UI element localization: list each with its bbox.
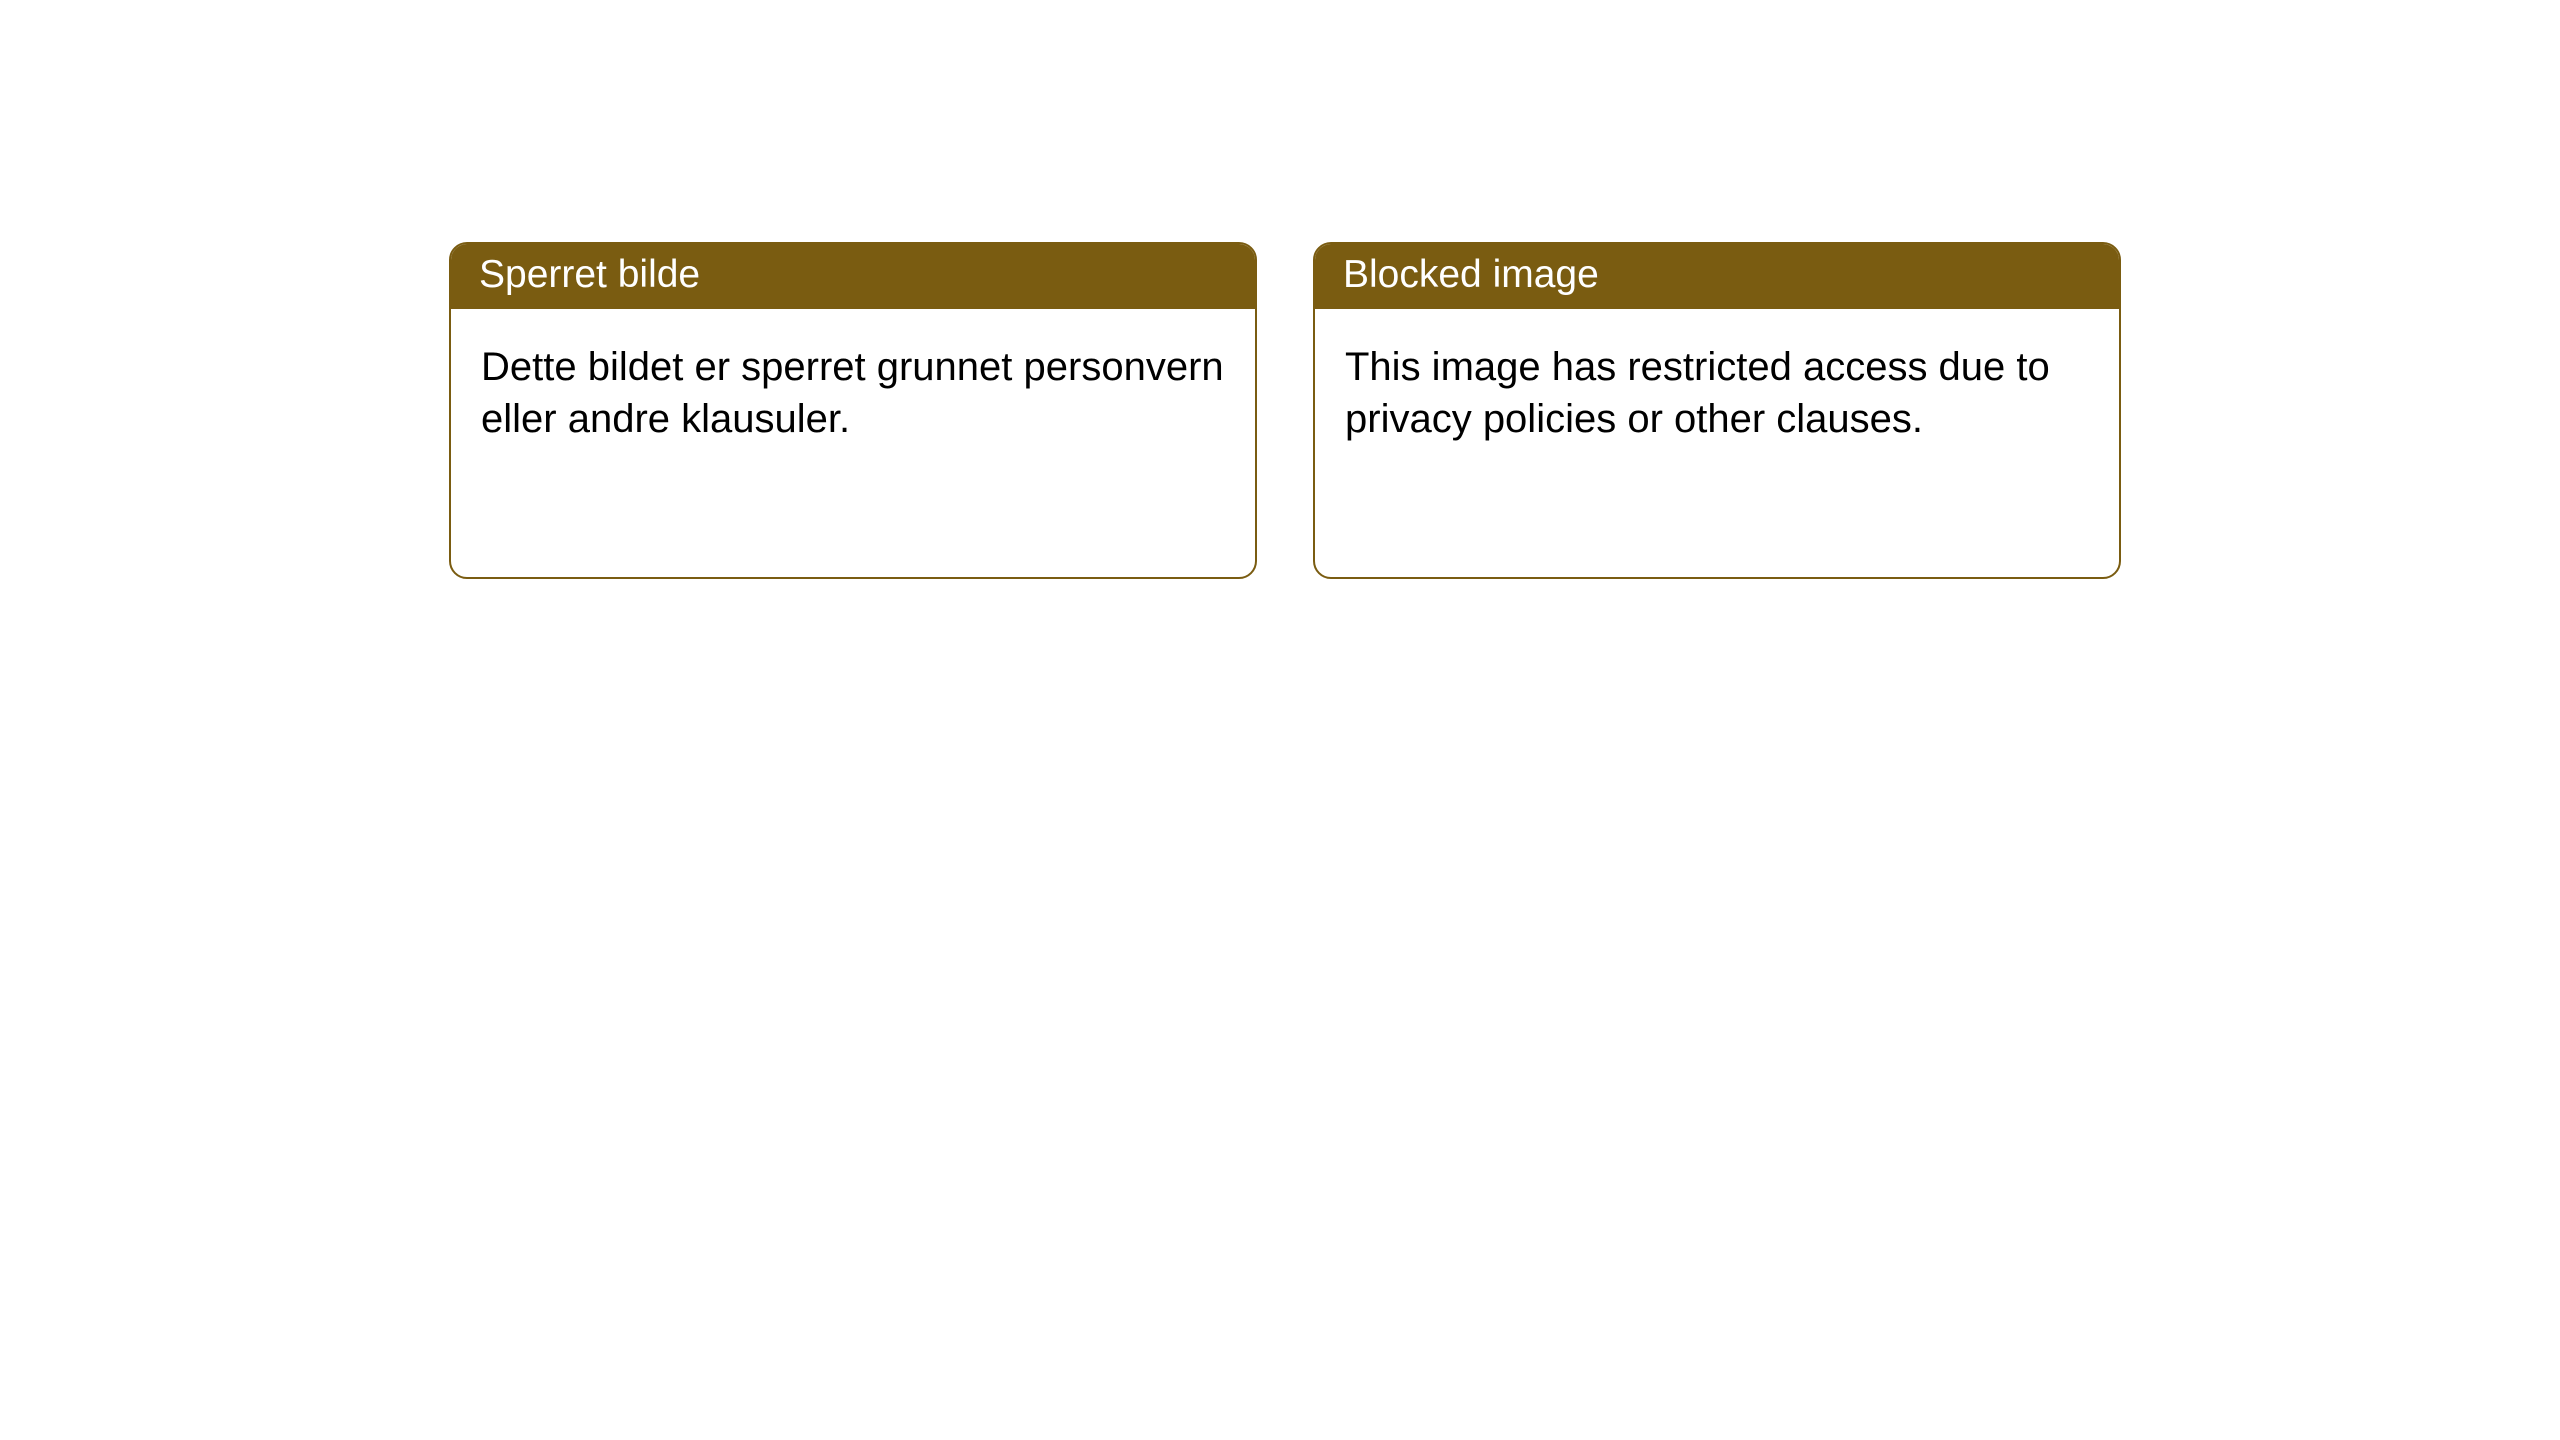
card-header-no: Sperret bilde [451, 244, 1255, 309]
card-title-no: Sperret bilde [479, 253, 700, 296]
card-message-no: Dette bildet er sperret grunnet personve… [481, 345, 1224, 441]
card-body-no: Dette bildet er sperret grunnet personve… [451, 309, 1255, 477]
blocked-image-card-en: Blocked image This image has restricted … [1313, 242, 2121, 579]
card-body-en: This image has restricted access due to … [1315, 309, 2119, 477]
card-title-en: Blocked image [1343, 253, 1599, 296]
blocked-image-card-no: Sperret bilde Dette bildet er sperret gr… [449, 242, 1257, 579]
card-message-en: This image has restricted access due to … [1345, 345, 2050, 441]
notice-container: Sperret bilde Dette bildet er sperret gr… [0, 0, 2560, 579]
card-header-en: Blocked image [1315, 244, 2119, 309]
